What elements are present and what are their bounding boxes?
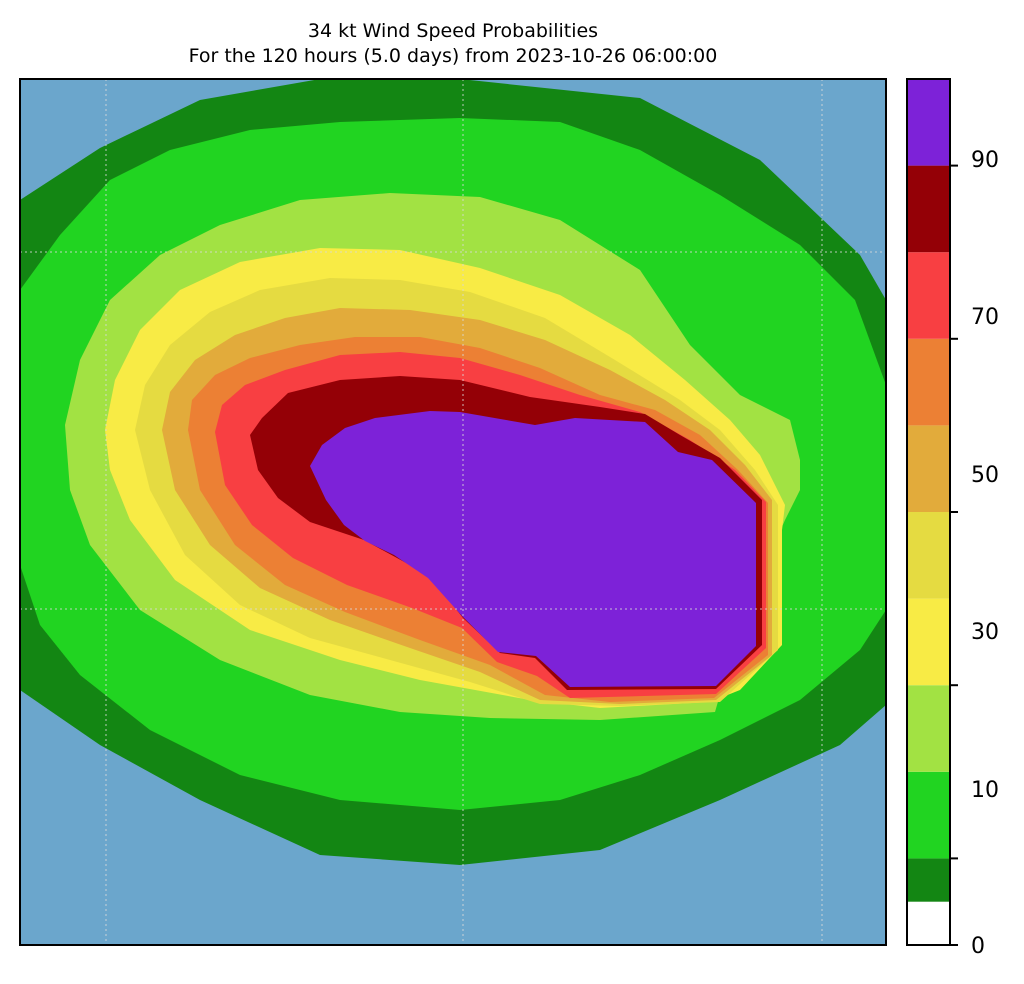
- colorbar-bin: [907, 252, 950, 339]
- colorbar-bin: [907, 685, 950, 772]
- chart-subtitle: For the 120 hours (5.0 days) from 2023-1…: [188, 45, 718, 67]
- colorbar-bin: [907, 425, 950, 512]
- colorbar-tick-label: 90: [971, 148, 999, 173]
- gridlines: [20, 79, 886, 945]
- colorbar-bin: [907, 858, 950, 902]
- colorbar-bin: [907, 79, 950, 166]
- colorbar-ticks: [950, 164, 958, 946]
- colorbar-bin: [907, 901, 950, 945]
- band-90-100: [310, 411, 756, 687]
- colorbar-tick-label: 10: [971, 778, 999, 803]
- colorbar-tick-label: 0: [971, 934, 985, 959]
- colorbar: [907, 79, 950, 945]
- colorbar-bin: [907, 512, 950, 599]
- map-frame: [19, 78, 887, 946]
- colorbar-tick-label: 50: [971, 463, 999, 488]
- colorbar-bin: [907, 165, 950, 253]
- chart-title: 34 kt Wind Speed Probabilities: [307, 20, 599, 42]
- colorbar-tick-label: 30: [971, 620, 999, 645]
- colorbar-bin: [907, 598, 950, 686]
- colorbar-bin: [907, 771, 950, 859]
- colorbar-bin: [907, 338, 950, 426]
- colorbar-tick-label: 70: [971, 305, 999, 330]
